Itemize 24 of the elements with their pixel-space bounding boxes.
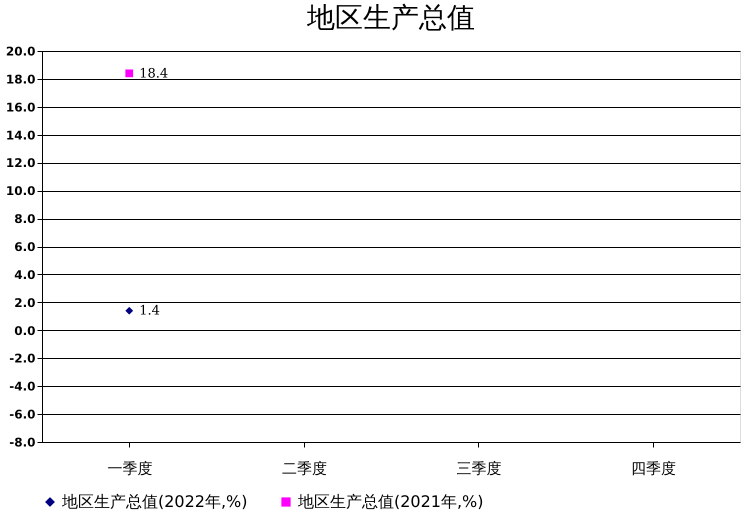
y-tick-label: 6.0 bbox=[14, 240, 36, 254]
y-tick-label: 2.0 bbox=[14, 296, 36, 310]
chart-title: 地区生产总值 bbox=[306, 1, 475, 34]
data-label: 18.4 bbox=[139, 66, 168, 82]
x-tick-label: 一季度 bbox=[107, 460, 152, 478]
y-tick-label: 4.0 bbox=[14, 268, 36, 282]
y-tick-label: 8.0 bbox=[14, 212, 36, 226]
y-tick-label: 16.0 bbox=[6, 100, 36, 114]
y-tick-label: 20.0 bbox=[6, 44, 36, 58]
y-tick-label: -4.0 bbox=[9, 380, 36, 394]
legend-label: 地区生产总值(2022年,%) bbox=[61, 492, 248, 511]
y-tick-label: 18.0 bbox=[6, 72, 36, 86]
x-tick-label: 四季度 bbox=[630, 460, 676, 478]
y-tick-label: 14.0 bbox=[6, 128, 36, 142]
y-tick-label: 0.0 bbox=[14, 324, 36, 338]
x-tick-label: 三季度 bbox=[456, 460, 502, 478]
y-tick-label: -8.0 bbox=[9, 436, 36, 450]
x-tick-label: 二季度 bbox=[282, 460, 327, 478]
y-tick-label: -2.0 bbox=[9, 352, 36, 366]
legend-label: 地区生产总值(2021年,%) bbox=[297, 492, 484, 511]
y-tick-label: 10.0 bbox=[6, 184, 36, 198]
data-label: 1.4 bbox=[139, 304, 160, 319]
y-tick-label: 12.0 bbox=[6, 156, 36, 170]
y-tick-label: -6.0 bbox=[9, 408, 36, 422]
